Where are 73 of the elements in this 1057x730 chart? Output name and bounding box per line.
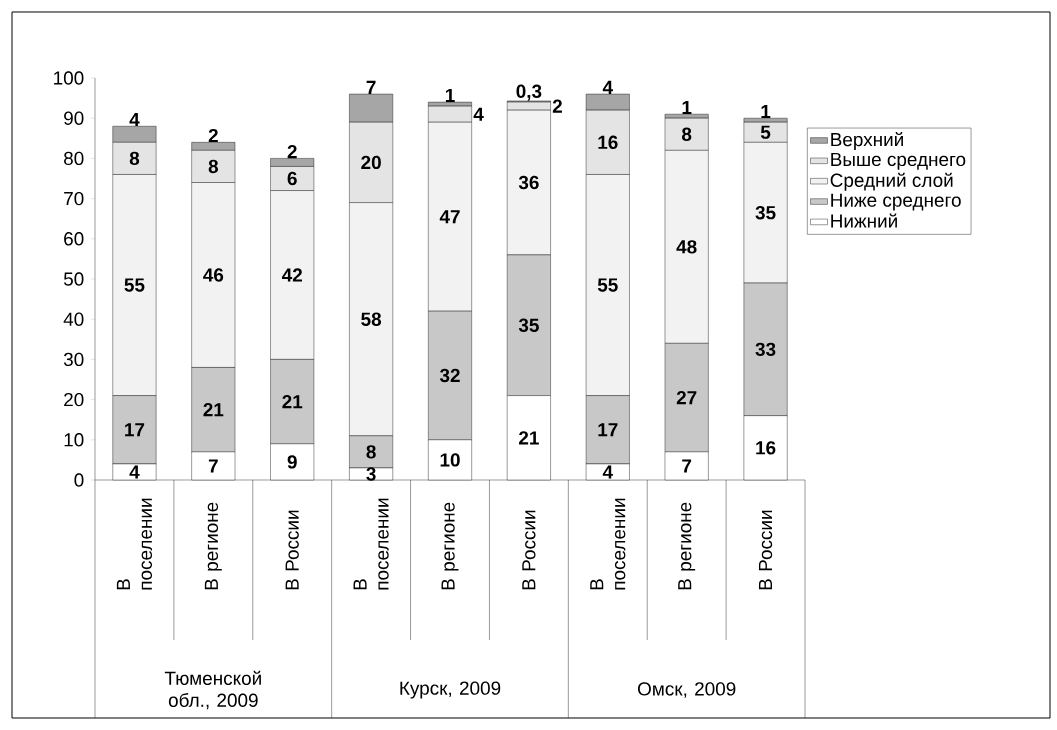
- data-label: 8: [129, 151, 140, 166]
- data-label: 2: [552, 99, 562, 113]
- y-tick-label: 20: [64, 392, 84, 407]
- y-tick-label: 80: [64, 151, 84, 166]
- legend-label: Выше среднего: [831, 152, 966, 170]
- data-label: 21: [203, 403, 224, 417]
- y-tick-label: 90: [64, 111, 84, 125]
- y-tick-label: 60: [64, 232, 84, 246]
- x-tick-label: В поселении: [116, 498, 153, 590]
- data-label: 7: [682, 459, 692, 473]
- data-label: 33: [755, 342, 776, 357]
- data-label: 3: [366, 467, 376, 481]
- data-label: 10: [440, 453, 460, 467]
- data-label: 4: [129, 465, 140, 479]
- data-label: 1: [761, 104, 771, 118]
- data-label: 47: [439, 210, 460, 224]
- data-label: 1: [682, 100, 692, 114]
- data-label: 20: [361, 155, 381, 170]
- x-tick-label: В России: [758, 510, 773, 590]
- data-label: 17: [125, 423, 145, 437]
- y-tick-label: 100: [54, 71, 84, 85]
- data-label: 48: [676, 240, 697, 254]
- data-label: 35: [518, 318, 539, 332]
- data-label: 2: [208, 128, 218, 143]
- data-label: 9: [287, 455, 297, 469]
- data-label: 0,3: [516, 84, 542, 101]
- data-label: 8: [208, 159, 219, 174]
- x-tick-label: В поселении: [590, 498, 626, 590]
- data-label: 21: [519, 431, 539, 445]
- y-tick-label: 0: [74, 473, 84, 487]
- legend-label: Ниже среднего: [831, 193, 961, 211]
- data-label: 16: [756, 441, 776, 455]
- y-tick-label: 30: [63, 352, 84, 367]
- text: Тюменской обл., 2009: [164, 670, 261, 710]
- legend-label: Нижний: [831, 213, 897, 228]
- data-label: 4: [473, 107, 484, 121]
- x-tick-label: В регионе: [678, 502, 696, 590]
- data-label: 4: [602, 465, 613, 479]
- x-tick-label: В регионе: [204, 502, 222, 590]
- data-label: 2: [287, 144, 297, 159]
- data-label: 7: [366, 80, 376, 94]
- text: Курск, 2009: [400, 681, 501, 699]
- y-tick-label: 40: [63, 312, 84, 326]
- data-label: 32: [439, 368, 460, 383]
- data-label: 4: [129, 113, 140, 127]
- x-tick-label: В поселении: [353, 498, 389, 590]
- y-tick-label: 50: [63, 272, 84, 286]
- data-label: 1: [445, 88, 455, 102]
- legend-label: Верхний: [831, 132, 903, 150]
- data-label: 17: [598, 423, 618, 437]
- data-label: 35: [755, 205, 776, 220]
- data-label: 27: [676, 390, 697, 405]
- data-label: 7: [208, 459, 218, 473]
- data-label: 55: [597, 278, 618, 292]
- data-label: 58: [361, 312, 382, 326]
- data-label: 8: [366, 445, 376, 459]
- data-label: 21: [282, 395, 303, 409]
- y-tick-label: 10: [64, 433, 84, 447]
- data-label: 55: [124, 278, 145, 292]
- data-label: 5: [760, 125, 771, 139]
- legend-label: Средний слой: [830, 172, 953, 191]
- y-tick-label: 70: [64, 191, 84, 206]
- data-label: 36: [518, 175, 539, 190]
- data-label: 6: [287, 171, 297, 186]
- text: Омск, 2009: [637, 682, 736, 698]
- x-tick-label: В регионе: [441, 502, 459, 590]
- x-tick-label: В России: [522, 510, 536, 590]
- data-label: 4: [602, 80, 613, 94]
- data-label: 8: [682, 127, 692, 141]
- x-tick-label: В России: [285, 510, 299, 590]
- data-label: 16: [598, 135, 618, 150]
- data-label: 46: [203, 268, 224, 282]
- data-label: 42: [281, 268, 302, 282]
